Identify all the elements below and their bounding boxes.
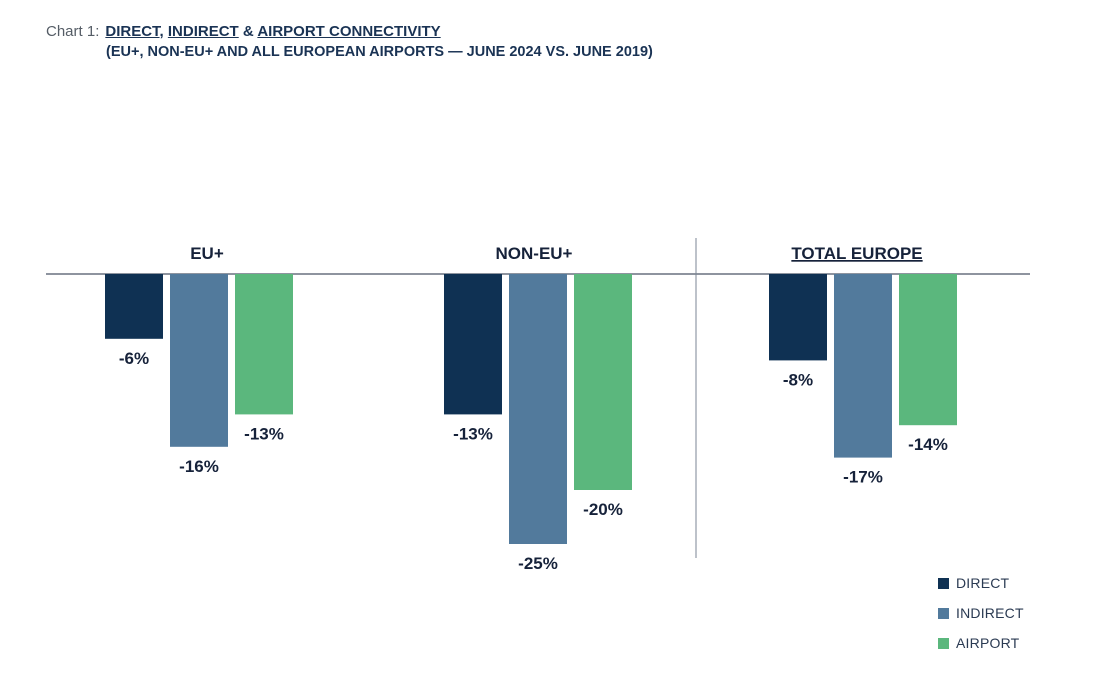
bar-indirect (834, 274, 892, 458)
bar-indirect (509, 274, 567, 544)
legend: DIRECT INDIRECT AIRPORT (938, 568, 1024, 658)
title-part: AIRPORT CONNECTIVITY (257, 23, 441, 40)
legend-item-direct: DIRECT (938, 568, 1024, 598)
category-label: NON-EU+ (496, 244, 573, 263)
category-label: EU+ (190, 244, 224, 263)
legend-item-indirect: INDIRECT (938, 598, 1024, 628)
title-part: , (159, 23, 168, 40)
bar-direct (105, 274, 163, 339)
legend-label: INDIRECT (956, 605, 1024, 621)
bar-direct (444, 274, 502, 415)
chart-title: Chart 1: DIRECT, INDIRECT & AIRPORT CONNE… (46, 22, 653, 42)
bar-direct (769, 274, 827, 361)
legend-swatch (938, 607, 949, 619)
chart-number-label: Chart 1: (46, 23, 100, 40)
bar-value-label: -17% (843, 468, 883, 487)
bar-value-label: -14% (908, 435, 948, 454)
bar-value-label: -13% (453, 424, 493, 443)
bar-value-label: -16% (179, 457, 219, 476)
bar-airport (574, 274, 632, 490)
legend-item-airport: AIRPORT (938, 628, 1024, 658)
title-part: INDIRECT (167, 23, 239, 40)
bar-value-label: -20% (583, 500, 623, 519)
bar-value-label: -13% (244, 424, 284, 443)
bar-value-label: -6% (119, 349, 149, 368)
title-parts: DIRECT, INDIRECT & AIRPORT CONNECTIVITY (105, 23, 440, 40)
bar-indirect (170, 274, 228, 447)
bar-value-label: -8% (783, 370, 813, 389)
title-part: & (238, 23, 258, 40)
legend-swatch (938, 637, 949, 649)
category-label: TOTAL EUROPE (791, 244, 922, 263)
legend-swatch (938, 577, 949, 589)
chart-header: Chart 1: DIRECT, INDIRECT & AIRPORT CONNE… (46, 22, 653, 62)
legend-label: AIRPORT (956, 635, 1020, 651)
bar-value-label: -25% (518, 554, 558, 573)
bar-airport (235, 274, 293, 415)
bar-airport (899, 274, 957, 426)
legend-label: DIRECT (956, 575, 1010, 591)
chart-subtitle: (EU+, NON-EU+ AND ALL EUROPEAN AIRPORTS … (106, 44, 653, 60)
title-part: DIRECT (105, 23, 160, 40)
